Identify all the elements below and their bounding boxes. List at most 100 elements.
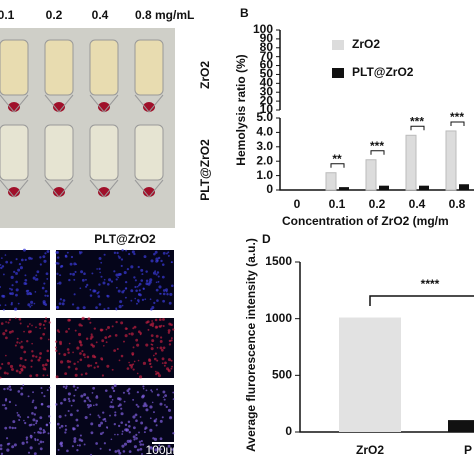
cell xyxy=(4,304,7,307)
cell xyxy=(157,374,162,378)
cell xyxy=(64,414,67,417)
cell xyxy=(80,439,84,442)
cell xyxy=(31,342,33,345)
cell xyxy=(103,344,105,347)
cell xyxy=(66,359,70,363)
y-tick-label: 70 xyxy=(260,49,274,63)
cell xyxy=(104,389,108,392)
cell xyxy=(116,347,119,351)
cell xyxy=(43,259,47,263)
cell xyxy=(122,391,126,394)
cell xyxy=(22,248,26,252)
cell xyxy=(45,272,49,276)
cell xyxy=(114,334,118,337)
cell xyxy=(39,416,43,420)
cell xyxy=(29,330,32,333)
cell xyxy=(142,361,147,365)
cell xyxy=(30,359,33,362)
cell xyxy=(74,373,78,377)
cell xyxy=(117,405,120,408)
significance: **** xyxy=(421,277,440,291)
cell xyxy=(150,347,154,351)
cell xyxy=(159,336,163,339)
cell xyxy=(98,267,101,271)
cell xyxy=(126,439,130,443)
cell xyxy=(138,431,140,434)
cell xyxy=(41,391,44,394)
x-tick-label: P xyxy=(464,443,472,457)
cell xyxy=(132,426,136,430)
cell xyxy=(2,273,5,276)
cell xyxy=(74,388,77,392)
cell xyxy=(111,399,114,401)
cell xyxy=(108,278,112,282)
cell xyxy=(99,271,101,274)
cell xyxy=(56,306,60,310)
cell xyxy=(113,270,116,273)
cell xyxy=(156,393,160,397)
cell xyxy=(155,418,158,420)
cell xyxy=(125,249,128,252)
cell xyxy=(5,354,7,357)
cell xyxy=(139,447,143,451)
cell xyxy=(150,308,153,311)
cell xyxy=(14,317,17,320)
cell xyxy=(35,274,38,277)
cell xyxy=(81,318,84,320)
cell xyxy=(71,303,75,306)
cell xyxy=(17,390,21,393)
cell xyxy=(106,282,110,286)
cell xyxy=(73,362,76,366)
cell xyxy=(72,385,76,388)
cell xyxy=(27,289,30,292)
cell xyxy=(120,321,124,325)
cell xyxy=(131,353,134,356)
cell xyxy=(113,349,117,352)
cell xyxy=(154,448,158,452)
row-label: ZrO2 xyxy=(198,61,212,89)
cell xyxy=(84,372,88,375)
cell xyxy=(16,411,19,414)
tube xyxy=(44,124,74,181)
cell xyxy=(167,331,171,334)
cell xyxy=(27,395,30,398)
conc-label: 0.1 xyxy=(0,8,15,22)
column-label: PLT@ZrO2 xyxy=(94,232,156,246)
cell xyxy=(57,448,60,451)
cell xyxy=(166,292,169,296)
cell xyxy=(43,319,47,323)
cell xyxy=(58,331,61,334)
cell xyxy=(33,413,37,416)
cell xyxy=(98,416,101,419)
y-axis-label: Average flurorescence intensity (a.u.) xyxy=(244,238,258,452)
cell xyxy=(106,364,110,368)
cell xyxy=(116,251,119,255)
cell xyxy=(130,265,134,269)
cell xyxy=(154,250,158,254)
cell xyxy=(44,252,47,255)
cell xyxy=(111,325,114,328)
cell xyxy=(170,323,173,327)
cell xyxy=(44,303,48,306)
cell xyxy=(142,404,146,408)
cell xyxy=(67,392,71,396)
cell xyxy=(67,318,71,322)
cell xyxy=(86,403,90,407)
y-tick-label: 60 xyxy=(260,58,274,72)
cell xyxy=(153,252,156,256)
cell xyxy=(42,332,46,336)
cell xyxy=(55,349,58,352)
cell xyxy=(143,431,146,434)
tube-tip xyxy=(134,179,164,198)
cell xyxy=(18,317,22,321)
y-tick-label: 4.0 xyxy=(256,125,273,139)
cell xyxy=(152,271,156,275)
cell xyxy=(128,431,131,434)
cell xyxy=(120,354,124,358)
cell xyxy=(63,398,67,402)
cell xyxy=(166,367,170,371)
cell xyxy=(81,350,84,353)
cell xyxy=(158,318,162,322)
cell xyxy=(17,413,20,417)
cell xyxy=(88,403,92,407)
